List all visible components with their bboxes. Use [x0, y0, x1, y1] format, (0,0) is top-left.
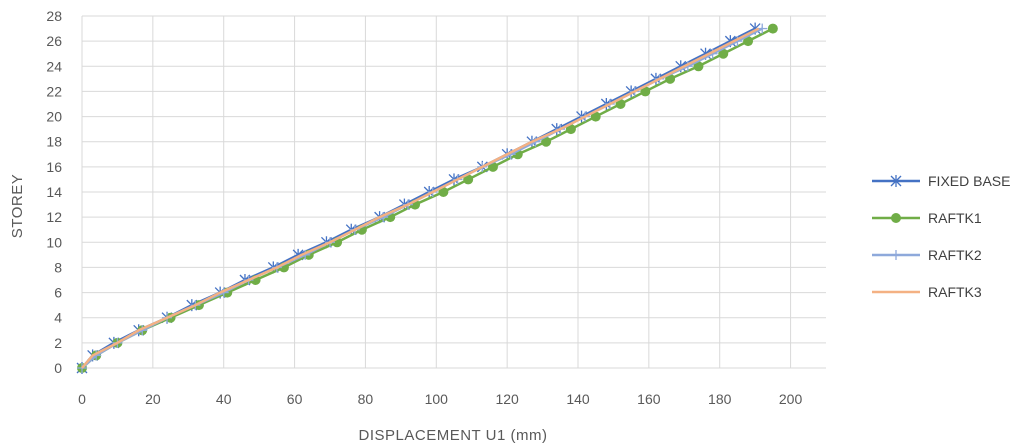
legend-marker-raftk1	[891, 213, 901, 223]
gridlines	[81, 15, 826, 369]
legend-marker-raftk2	[891, 250, 901, 260]
legend-label-raftk1: RAFTK1	[928, 210, 982, 226]
data-point-raftk1	[640, 86, 651, 97]
x-axis-title: DISPLACEMENT U1 (mm)	[359, 427, 548, 444]
y-tick-label: 4	[54, 310, 62, 326]
y-axis-title: STOREY	[9, 174, 26, 238]
x-tick-label: 160	[637, 391, 661, 407]
y-tick-label: 22	[46, 83, 62, 99]
y-tick-label: 26	[46, 33, 62, 49]
legend-item-fixed-base: FIXED BASE	[872, 173, 1010, 189]
data-point-raftk1	[693, 61, 704, 72]
y-tick-label: 14	[46, 184, 62, 200]
series-raftk1	[77, 23, 778, 373]
x-tick-label: 100	[425, 391, 449, 407]
legend-label-fixed-base: FIXED BASE	[928, 173, 1010, 189]
y-tick-label: 28	[46, 8, 62, 24]
legend-label-raftk2: RAFTK2	[928, 247, 982, 263]
y-tick-label: 24	[46, 58, 62, 74]
data-point-raftk2	[757, 23, 768, 34]
y-tick-label: 2	[54, 335, 62, 351]
data-point-raftk1	[615, 99, 626, 109]
series-line-raftk3	[81, 27, 760, 369]
legend: FIXED BASE RAFTK1 RAFTK2 RAFTK3	[872, 173, 1010, 300]
legend-item-raftk2: RAFTK2	[872, 247, 982, 263]
legend-label-raftk3: RAFTK3	[928, 284, 982, 300]
data-point-raftk1	[438, 187, 449, 197]
x-tick-label: 200	[779, 391, 803, 407]
y-tick-label: 8	[54, 259, 62, 275]
data-point-raftk1	[718, 48, 729, 59]
series-raftk3	[81, 27, 760, 369]
x-tick-label: 140	[566, 391, 590, 407]
y-tick-label: 10	[46, 234, 62, 250]
x-tick-label: 120	[495, 391, 519, 407]
data-point-raftk1	[767, 23, 778, 34]
legend-item-raftk1: RAFTK1	[872, 210, 982, 226]
y-tick-label: 16	[46, 159, 62, 175]
data-point-raftk1	[590, 111, 601, 122]
y-tick-label: 0	[54, 360, 62, 376]
x-tick-label: 40	[216, 391, 232, 407]
data-point-raftk1	[541, 136, 552, 147]
data-point-raftk1	[565, 124, 576, 135]
x-tick-label: 60	[287, 391, 303, 407]
x-tick-label: 80	[358, 391, 374, 407]
x-tick-label: 0	[78, 391, 86, 407]
y-tick-label: 20	[46, 109, 62, 125]
plot-series	[76, 22, 778, 374]
y-tick-label: 12	[46, 209, 62, 225]
x-tick-label: 20	[145, 391, 161, 407]
data-point-raftk1	[743, 36, 754, 47]
x-tick-label: 180	[708, 391, 732, 407]
legend-item-raftk3: RAFTK3	[872, 284, 982, 300]
legend-marker-fixed-base	[890, 175, 902, 187]
data-point-raftk1	[463, 174, 474, 185]
y-tick-label: 18	[46, 134, 62, 150]
y-tick-label: 6	[54, 285, 62, 301]
series-line-raftk1	[81, 27, 774, 369]
